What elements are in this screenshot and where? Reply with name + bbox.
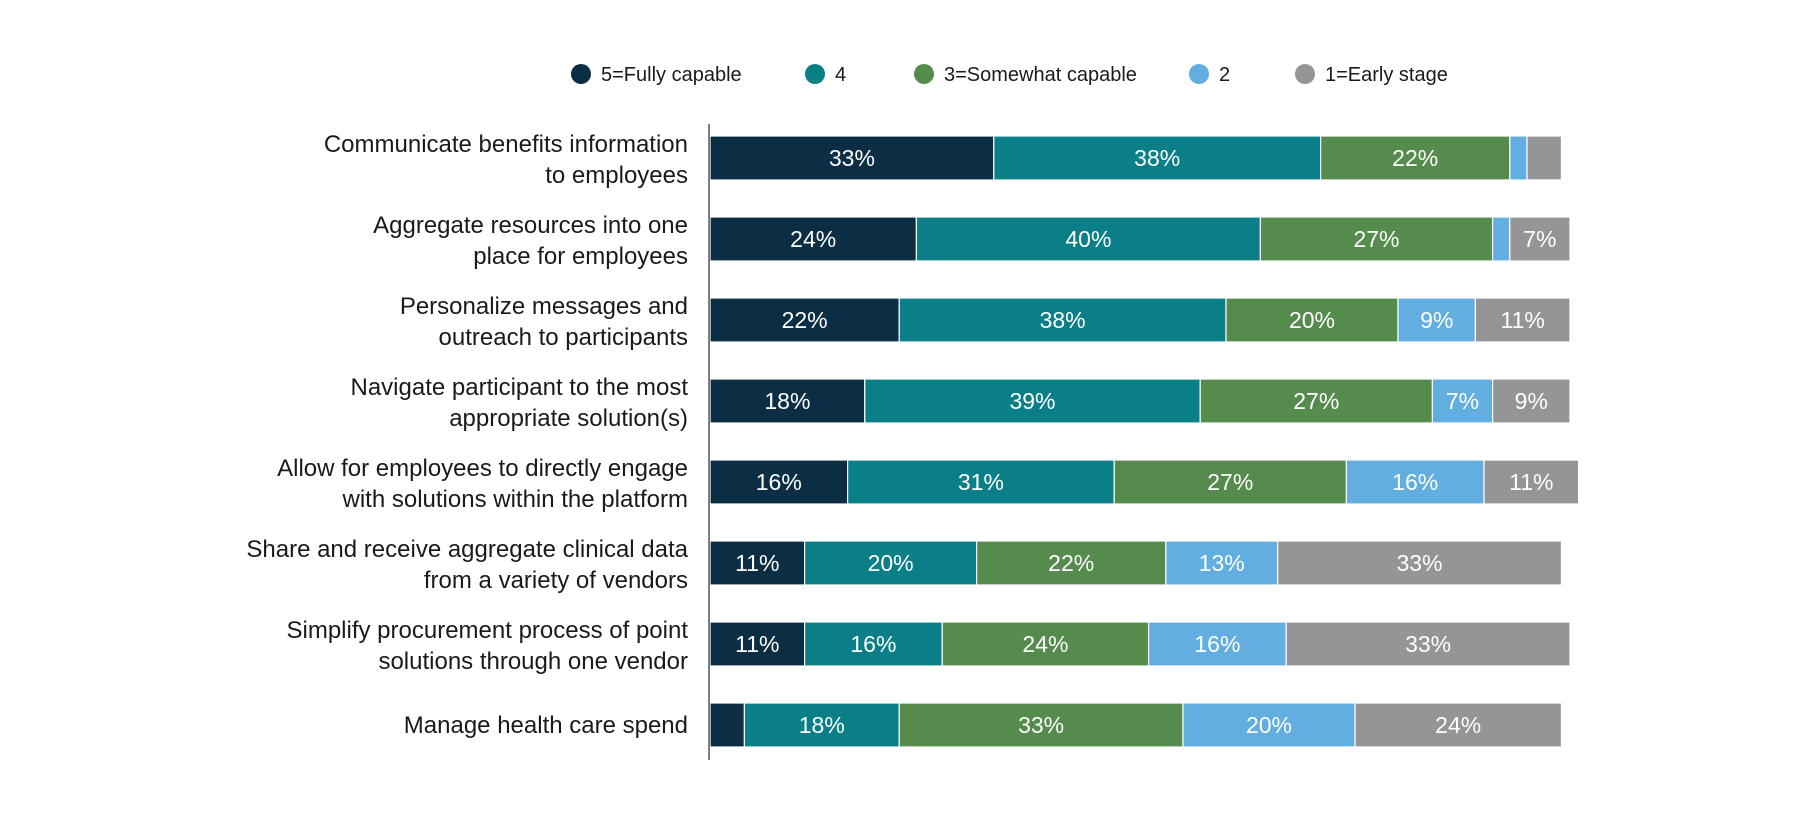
bar-segment-r1-s4 — [1509, 216, 1571, 262]
data-label-r4-s4: 11% — [1509, 469, 1553, 495]
bar-segment-r2-s2 — [1225, 297, 1399, 343]
data-label-r5-s4: 33% — [1396, 550, 1442, 576]
bar-segment-r0-s2 — [1319, 135, 1511, 181]
bars: 33% 38% 22%2%4%24% 40% 27%2%7%22% 38% 20% 9% 11%… — [709, 107, 1599, 748]
bar-segment-r6-s4 — [1285, 621, 1571, 667]
bar-segment-r2-s1 — [898, 297, 1227, 343]
legend-label-3: 2 — [1219, 64, 1230, 86]
bar-segment-r4-s4 — [1483, 459, 1580, 505]
data-label-r0-s0: 33% — [829, 145, 875, 171]
bar-segment-r0-s4 — [1526, 135, 1563, 181]
bar-segment-r5-s0 — [709, 540, 806, 586]
legend-swatch-1 — [805, 64, 825, 84]
bar-segment-r2-s0 — [709, 297, 900, 343]
data-label-r2-s3: 9% — [1420, 307, 1453, 333]
bar-segment-r6-s1 — [803, 621, 943, 667]
bar-segment-r7-s4 — [1354, 702, 1562, 748]
bar-segment-r4-s0 — [709, 459, 849, 505]
category-label-5: Share and receive aggregate clinical dat… — [246, 536, 688, 594]
bar-segment-r0-s1 — [993, 135, 1322, 181]
category-label-2: Personalize messages and outreach to part… — [400, 293, 688, 351]
bar-segment-r7-s3 — [1182, 702, 1356, 748]
data-label-r1-s2: 27% — [1353, 226, 1399, 252]
data-label-r4-s1: 31% — [958, 469, 1004, 495]
data-label-r2-s4: 11% — [1501, 307, 1545, 333]
bar-segment-r0-s0 — [709, 135, 995, 181]
legend-label-0: 5=Fully capable — [601, 64, 742, 86]
data-label-r3-s3: 7% — [1446, 388, 1479, 414]
data-label-r7-s1: 18% — [799, 712, 845, 738]
category-label-0: Communicate benefits information to emplo… — [324, 131, 688, 189]
legend-swatch-3 — [1189, 64, 1209, 84]
data-label-r3-s0: 18% — [764, 388, 810, 414]
bar-segment-r4-s1 — [846, 459, 1115, 505]
data-label-r0-s1: 38% — [1134, 145, 1180, 171]
legend: 5=Fully capable 4 3=Somewhat capable 2 1=Ear… — [571, 64, 1448, 86]
data-label-r6-s2: 24% — [1022, 631, 1068, 657]
data-label-r3-s2: 27% — [1293, 388, 1339, 414]
bar-segment-r0-s3 — [1509, 135, 1528, 181]
bar-segment-r4-s3 — [1345, 459, 1485, 505]
data-label-r6-s0: 11% — [735, 631, 779, 657]
category-label-3: Navigate participant to the most appropri… — [350, 374, 688, 432]
legend-label-1: 4 — [835, 64, 846, 86]
data-label-r4-s0: 16% — [756, 469, 802, 495]
bar-segment-r3-s4 — [1491, 378, 1571, 424]
data-label-r5-s0: 11% — [735, 550, 779, 576]
bar-segment-r6-s3 — [1147, 621, 1287, 667]
data-label-r3-s4: 9% — [1515, 388, 1548, 414]
bar-segment-r5-s4 — [1276, 540, 1562, 586]
data-label-r1-s3: 2% — [1485, 188, 1518, 214]
legend-label-4: 1=Early stage — [1325, 64, 1448, 86]
data-label-r7-s4: 24% — [1435, 712, 1481, 738]
data-label-r0-s3: 2% — [1502, 107, 1535, 133]
category-label-4: Allow for employees to directly engage wi… — [277, 455, 688, 513]
data-label-r1-s0: 24% — [790, 226, 836, 252]
data-label-r0-s2: 22% — [1392, 145, 1438, 171]
data-label-r6-s1: 16% — [850, 631, 896, 657]
bar-segment-r2-s4 — [1474, 297, 1571, 343]
bar-segment-r1-s1 — [915, 216, 1262, 262]
category-label-1: Aggregate resources into one place for em… — [373, 212, 688, 270]
legend-swatch-2 — [914, 64, 934, 84]
category-label-7: Manage health care spend — [404, 712, 688, 739]
bar-segment-r7-s2 — [898, 702, 1184, 748]
legend-swatch-0 — [571, 64, 591, 84]
data-label-r2-s1: 38% — [1040, 307, 1086, 333]
bar-segment-r3-s3 — [1431, 378, 1494, 424]
legend-label-2: 3=Somewhat capable — [944, 64, 1137, 86]
data-label-r5-s1: 20% — [868, 550, 914, 576]
data-label-r7-s2: 33% — [1018, 712, 1064, 738]
data-label-r1-s4: 7% — [1523, 226, 1556, 252]
data-label-r2-s0: 22% — [782, 307, 828, 333]
data-label-r1-s1: 40% — [1065, 226, 1111, 252]
data-label-r0-s4: 4% — [1565, 145, 1598, 171]
bar-segment-r1-s3 — [1491, 216, 1511, 262]
data-label-r6-s3: 16% — [1194, 631, 1240, 657]
data-label-r6-s4: 33% — [1405, 631, 1451, 657]
bar-segment-r4-s2 — [1113, 459, 1347, 505]
category-labels: Communicate benefits information to emplo… — [246, 131, 688, 739]
bar-segment-r3-s0 — [709, 378, 866, 424]
bar-segment-r3-s1 — [864, 378, 1201, 424]
legend-swatch-4 — [1295, 64, 1315, 84]
data-label-r3-s1: 39% — [1009, 388, 1055, 414]
data-label-r4-s3: 16% — [1392, 469, 1438, 495]
data-label-r7-s3: 20% — [1246, 712, 1292, 738]
category-label-6: Simplify procurement process of point sol… — [286, 617, 688, 675]
data-label-r4-s2: 27% — [1207, 469, 1253, 495]
bar-segment-r1-s2 — [1259, 216, 1494, 262]
bar-segment-r7-s0 — [709, 702, 746, 748]
data-label-r5-s2: 22% — [1048, 550, 1094, 576]
data-label-r2-s2: 20% — [1289, 307, 1335, 333]
data-label-r7-s0: 4% — [711, 674, 744, 700]
data-label-r5-s3: 13% — [1199, 550, 1245, 576]
bar-segment-r6-s0 — [709, 621, 806, 667]
bar-segment-r5-s2 — [975, 540, 1167, 586]
